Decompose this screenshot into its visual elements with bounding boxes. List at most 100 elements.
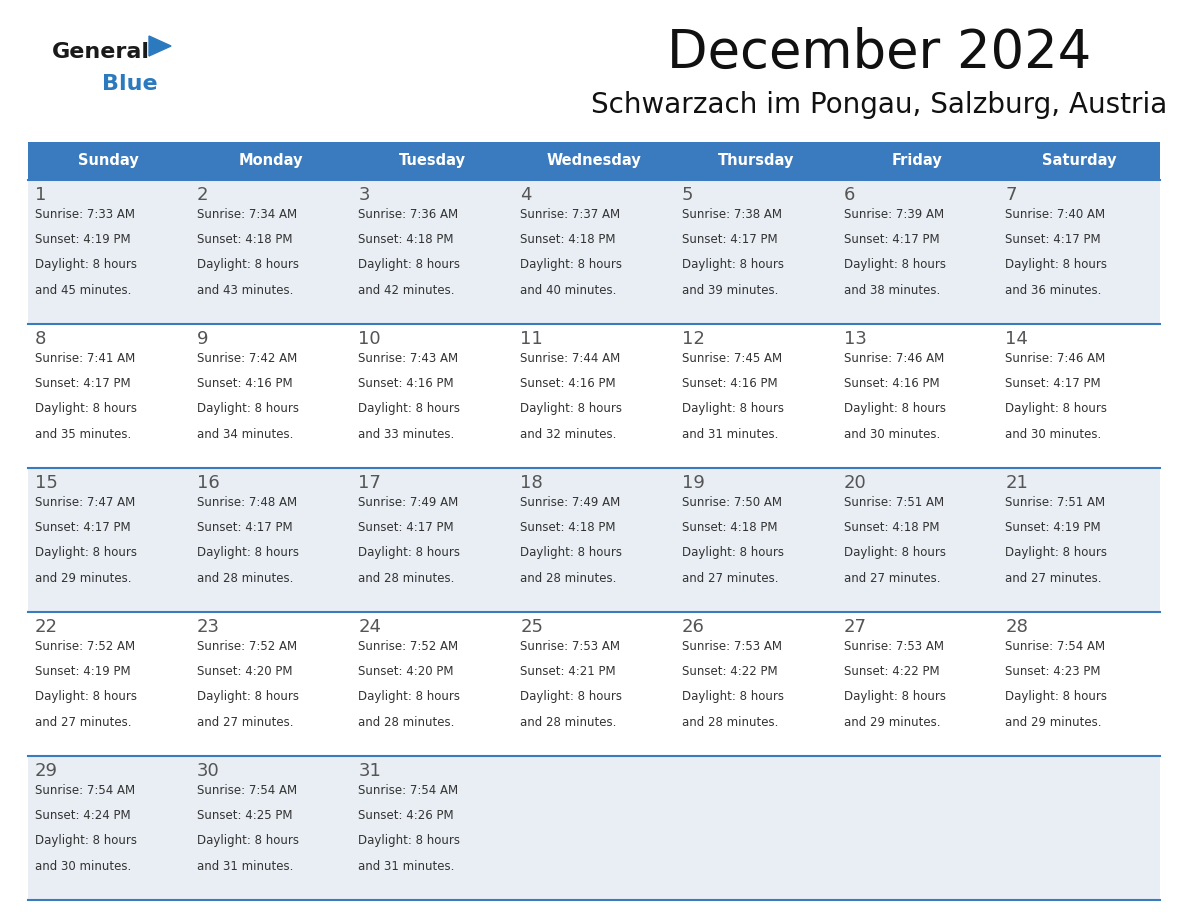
Text: 6: 6 bbox=[843, 186, 855, 204]
Text: and 28 minutes.: and 28 minutes. bbox=[682, 716, 778, 729]
Text: Sunset: 4:17 PM: Sunset: 4:17 PM bbox=[843, 233, 940, 246]
Text: Sunrise: 7:50 AM: Sunrise: 7:50 AM bbox=[682, 496, 782, 509]
Text: Daylight: 8 hours: Daylight: 8 hours bbox=[34, 258, 137, 272]
Text: Sunset: 4:16 PM: Sunset: 4:16 PM bbox=[359, 377, 454, 390]
Text: 29: 29 bbox=[34, 762, 58, 780]
Text: Schwarzach im Pongau, Salzburg, Austria: Schwarzach im Pongau, Salzburg, Austria bbox=[590, 91, 1168, 119]
Text: Sunrise: 7:47 AM: Sunrise: 7:47 AM bbox=[34, 496, 135, 509]
Text: and 30 minutes.: and 30 minutes. bbox=[843, 428, 940, 441]
Text: Sunset: 4:18 PM: Sunset: 4:18 PM bbox=[520, 233, 615, 246]
Text: Daylight: 8 hours: Daylight: 8 hours bbox=[682, 546, 784, 559]
Text: Sunset: 4:17 PM: Sunset: 4:17 PM bbox=[359, 521, 454, 534]
Text: Daylight: 8 hours: Daylight: 8 hours bbox=[682, 258, 784, 272]
Text: Daylight: 8 hours: Daylight: 8 hours bbox=[197, 546, 298, 559]
Text: Wednesday: Wednesday bbox=[546, 153, 642, 169]
Text: and 29 minutes.: and 29 minutes. bbox=[843, 716, 940, 729]
Text: and 38 minutes.: and 38 minutes. bbox=[843, 284, 940, 297]
Text: and 35 minutes.: and 35 minutes. bbox=[34, 428, 131, 441]
Text: 11: 11 bbox=[520, 330, 543, 348]
Text: Sunrise: 7:49 AM: Sunrise: 7:49 AM bbox=[359, 496, 459, 509]
Text: and 27 minutes.: and 27 minutes. bbox=[34, 716, 132, 729]
Text: 31: 31 bbox=[359, 762, 381, 780]
Text: Daylight: 8 hours: Daylight: 8 hours bbox=[682, 690, 784, 703]
Text: Daylight: 8 hours: Daylight: 8 hours bbox=[1005, 402, 1107, 416]
Polygon shape bbox=[148, 36, 171, 56]
Text: and 28 minutes.: and 28 minutes. bbox=[359, 572, 455, 585]
Bar bbox=[29, 468, 1159, 612]
Text: Daylight: 8 hours: Daylight: 8 hours bbox=[34, 546, 137, 559]
Text: Daylight: 8 hours: Daylight: 8 hours bbox=[520, 690, 623, 703]
Text: Sunset: 4:23 PM: Sunset: 4:23 PM bbox=[1005, 666, 1101, 678]
Text: 8: 8 bbox=[34, 330, 46, 348]
Text: Sunrise: 7:49 AM: Sunrise: 7:49 AM bbox=[520, 496, 620, 509]
Text: 27: 27 bbox=[843, 618, 866, 636]
Text: Sunset: 4:17 PM: Sunset: 4:17 PM bbox=[1005, 233, 1101, 246]
Text: and 33 minutes.: and 33 minutes. bbox=[359, 428, 455, 441]
Text: Sunrise: 7:37 AM: Sunrise: 7:37 AM bbox=[520, 208, 620, 221]
Text: Sunrise: 7:54 AM: Sunrise: 7:54 AM bbox=[34, 784, 135, 797]
Text: Sunrise: 7:53 AM: Sunrise: 7:53 AM bbox=[682, 640, 782, 653]
Text: and 40 minutes.: and 40 minutes. bbox=[520, 284, 617, 297]
Text: 22: 22 bbox=[34, 618, 58, 636]
Text: Sunrise: 7:41 AM: Sunrise: 7:41 AM bbox=[34, 352, 135, 365]
Text: Sunrise: 7:36 AM: Sunrise: 7:36 AM bbox=[359, 208, 459, 221]
Text: Daylight: 8 hours: Daylight: 8 hours bbox=[843, 258, 946, 272]
Text: Daylight: 8 hours: Daylight: 8 hours bbox=[197, 690, 298, 703]
Text: Daylight: 8 hours: Daylight: 8 hours bbox=[1005, 690, 1107, 703]
Text: Sunrise: 7:45 AM: Sunrise: 7:45 AM bbox=[682, 352, 782, 365]
Text: Daylight: 8 hours: Daylight: 8 hours bbox=[34, 402, 137, 416]
Text: 26: 26 bbox=[682, 618, 704, 636]
Text: Sunrise: 7:51 AM: Sunrise: 7:51 AM bbox=[843, 496, 943, 509]
Text: Daylight: 8 hours: Daylight: 8 hours bbox=[520, 258, 623, 272]
Text: Sunset: 4:18 PM: Sunset: 4:18 PM bbox=[520, 521, 615, 534]
Text: 14: 14 bbox=[1005, 330, 1028, 348]
Text: Monday: Monday bbox=[239, 153, 303, 169]
Text: Sunset: 4:18 PM: Sunset: 4:18 PM bbox=[359, 233, 454, 246]
Text: Daylight: 8 hours: Daylight: 8 hours bbox=[1005, 258, 1107, 272]
Text: Sunset: 4:17 PM: Sunset: 4:17 PM bbox=[197, 521, 292, 534]
Text: Tuesday: Tuesday bbox=[399, 153, 466, 169]
Text: Sunset: 4:21 PM: Sunset: 4:21 PM bbox=[520, 666, 615, 678]
Text: Sunrise: 7:54 AM: Sunrise: 7:54 AM bbox=[1005, 640, 1105, 653]
Text: Sunday: Sunday bbox=[78, 153, 139, 169]
Text: and 45 minutes.: and 45 minutes. bbox=[34, 284, 132, 297]
Text: Daylight: 8 hours: Daylight: 8 hours bbox=[34, 834, 137, 847]
Text: Sunrise: 7:42 AM: Sunrise: 7:42 AM bbox=[197, 352, 297, 365]
Text: 12: 12 bbox=[682, 330, 704, 348]
Text: 30: 30 bbox=[197, 762, 220, 780]
Text: Sunrise: 7:43 AM: Sunrise: 7:43 AM bbox=[359, 352, 459, 365]
Text: Sunset: 4:20 PM: Sunset: 4:20 PM bbox=[197, 666, 292, 678]
Text: Sunset: 4:16 PM: Sunset: 4:16 PM bbox=[843, 377, 940, 390]
Text: 18: 18 bbox=[520, 474, 543, 492]
Text: and 27 minutes.: and 27 minutes. bbox=[843, 572, 940, 585]
Text: Daylight: 8 hours: Daylight: 8 hours bbox=[682, 402, 784, 416]
Text: 4: 4 bbox=[520, 186, 532, 204]
Text: 10: 10 bbox=[359, 330, 381, 348]
Text: and 31 minutes.: and 31 minutes. bbox=[682, 428, 778, 441]
Text: 7: 7 bbox=[1005, 186, 1017, 204]
Text: and 31 minutes.: and 31 minutes. bbox=[359, 859, 455, 873]
Text: 9: 9 bbox=[197, 330, 208, 348]
Text: and 31 minutes.: and 31 minutes. bbox=[197, 859, 293, 873]
Text: and 27 minutes.: and 27 minutes. bbox=[682, 572, 778, 585]
Text: and 27 minutes.: and 27 minutes. bbox=[197, 716, 293, 729]
Text: Sunrise: 7:46 AM: Sunrise: 7:46 AM bbox=[1005, 352, 1106, 365]
Text: and 28 minutes.: and 28 minutes. bbox=[359, 716, 455, 729]
Text: Sunset: 4:19 PM: Sunset: 4:19 PM bbox=[34, 233, 131, 246]
Text: Sunrise: 7:53 AM: Sunrise: 7:53 AM bbox=[843, 640, 943, 653]
Text: December 2024: December 2024 bbox=[666, 27, 1092, 79]
Text: Daylight: 8 hours: Daylight: 8 hours bbox=[197, 258, 298, 272]
Text: Daylight: 8 hours: Daylight: 8 hours bbox=[843, 690, 946, 703]
Text: Daylight: 8 hours: Daylight: 8 hours bbox=[197, 402, 298, 416]
Text: Sunset: 4:26 PM: Sunset: 4:26 PM bbox=[359, 809, 454, 823]
Text: Sunset: 4:20 PM: Sunset: 4:20 PM bbox=[359, 666, 454, 678]
Text: 19: 19 bbox=[682, 474, 704, 492]
Text: and 43 minutes.: and 43 minutes. bbox=[197, 284, 293, 297]
Text: Sunset: 4:17 PM: Sunset: 4:17 PM bbox=[34, 377, 131, 390]
Bar bbox=[29, 142, 1159, 180]
Text: and 28 minutes.: and 28 minutes. bbox=[520, 572, 617, 585]
Text: and 27 minutes.: and 27 minutes. bbox=[1005, 572, 1101, 585]
Text: Daylight: 8 hours: Daylight: 8 hours bbox=[359, 258, 461, 272]
Text: Sunrise: 7:44 AM: Sunrise: 7:44 AM bbox=[520, 352, 620, 365]
Text: 20: 20 bbox=[843, 474, 866, 492]
